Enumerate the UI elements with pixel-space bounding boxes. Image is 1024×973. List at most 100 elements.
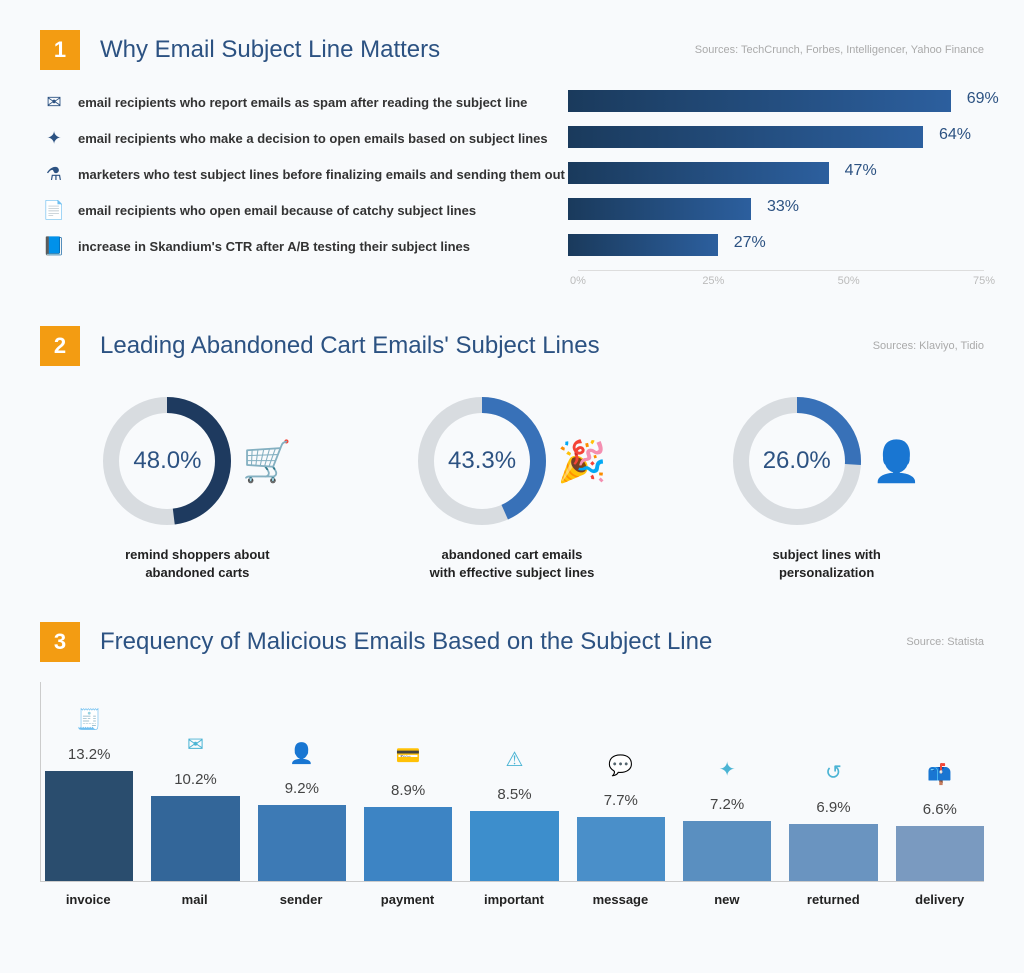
bar-row-icon: ✦ [40, 128, 68, 149]
bar-row: ⚗marketers who test subject lines before… [40, 162, 984, 186]
vbar-value: 6.6% [923, 801, 957, 818]
donut-side-icon: 👤 [872, 438, 922, 485]
bar-row-label: email recipients who open email because … [68, 203, 568, 218]
donut-label: subject lines withpersonalization [687, 546, 967, 582]
vbar-label: invoice [44, 892, 132, 907]
section-3-sources: Source: Statista [906, 636, 984, 648]
bar-track: 64% [568, 126, 984, 150]
bar-fill: 64% [568, 126, 923, 148]
donut-item: 48.0% 🛒 remind shoppers aboutabandoned car… [57, 396, 337, 582]
donut-side-icon: 🎉 [557, 438, 607, 485]
section-2-number: 2 [40, 326, 80, 366]
axis-tick: 0% [570, 275, 586, 287]
section-1: 1 Why Email Subject Line Matters Sources… [40, 30, 984, 290]
bar-row-label: email recipients who report emails as sp… [68, 95, 568, 110]
section-3: 3 Frequency of Malicious Emails Based on… [40, 622, 984, 907]
vbar-icon: 💳 [396, 743, 421, 768]
bar-value: 27% [734, 234, 766, 252]
bar-row-label: increase in Skandium's CTR after A/B tes… [68, 239, 568, 254]
vbar-column: 🧾 13.2% [45, 707, 133, 881]
vbar-value: 13.2% [68, 746, 111, 763]
vbar-label: message [576, 892, 664, 907]
horizontal-bar-axis: 0%25%50%75% [578, 270, 984, 290]
vbar-icon: ✦ [719, 757, 736, 782]
vertical-bar-labels: invoicemailsenderpaymentimportantmessage… [40, 892, 984, 907]
vbar-value: 8.9% [391, 782, 425, 799]
vbar-fill [258, 805, 346, 882]
donut-chart: 43.3% [417, 396, 547, 526]
bar-fill: 33% [568, 198, 751, 220]
vbar-fill [151, 796, 239, 881]
vbar-value: 10.2% [174, 771, 217, 788]
vbar-label: delivery [896, 892, 984, 907]
section-3-title: Frequency of Malicious Emails Based on t… [100, 628, 712, 656]
bar-value: 64% [939, 126, 971, 144]
vbar-fill [45, 771, 133, 881]
vbar-label: sender [257, 892, 345, 907]
vbar-value: 7.7% [604, 792, 638, 809]
vbar-value: 8.5% [497, 786, 531, 803]
bar-row-icon: 📘 [40, 236, 68, 257]
bar-track: 69% [568, 90, 984, 114]
vbar-fill [470, 811, 558, 882]
vbar-value: 9.2% [285, 780, 319, 797]
bar-row-icon: 📄 [40, 200, 68, 221]
vbar-label: returned [789, 892, 877, 907]
vbar-column: 💳 8.9% [364, 743, 452, 881]
donut-item: 43.3%🎉 abandoned cart emailswith effectiv… [372, 396, 652, 582]
vbar-icon: ✉ [187, 732, 204, 757]
vbar-label: new [683, 892, 771, 907]
section-2: 2 Leading Abandoned Cart Emails' Subject… [40, 326, 984, 582]
bar-fill: 47% [568, 162, 829, 184]
section-2-header: 2 Leading Abandoned Cart Emails' Subject… [40, 326, 984, 366]
vbar-label: payment [363, 892, 451, 907]
bar-row: ✉email recipients who report emails as s… [40, 90, 984, 114]
vbar-icon: ↺ [825, 760, 842, 785]
vbar-column: ✉ 10.2% [151, 732, 239, 881]
section-1-header: 1 Why Email Subject Line Matters Sources… [40, 30, 984, 70]
vbar-fill [683, 821, 771, 881]
vbar-icon: 📫 [927, 762, 952, 787]
bar-row-label: email recipients who make a decision to … [68, 131, 568, 146]
bar-row-icon: ✉ [40, 92, 68, 113]
bar-track: 33% [568, 198, 984, 222]
vbar-label: important [470, 892, 558, 907]
vbar-column: 📫 6.6% [896, 762, 984, 881]
vbar-icon: 💬 [608, 753, 633, 778]
bar-fill: 69% [568, 90, 951, 112]
section-2-sources: Sources: Klaviyo, Tidio [873, 340, 984, 352]
bar-value: 69% [967, 90, 999, 108]
section-3-header: 3 Frequency of Malicious Emails Based on… [40, 622, 984, 662]
section-2-title: Leading Abandoned Cart Emails' Subject L… [100, 332, 600, 360]
vbar-value: 7.2% [710, 796, 744, 813]
bar-track: 47% [568, 162, 984, 186]
donut-value: 48.0% [133, 447, 201, 475]
donut-label: remind shoppers aboutabandoned carts [57, 546, 337, 582]
vbar-icon: 🧾 [77, 707, 102, 732]
bar-value: 33% [767, 198, 799, 216]
vbar-column: 💬 7.7% [577, 753, 665, 881]
bar-row: ✦email recipients who make a decision to… [40, 126, 984, 150]
bar-value: 47% [845, 162, 877, 180]
vbar-fill [789, 824, 877, 882]
vbar-column: ⚠ 8.5% [470, 747, 558, 882]
vbar-column: ✦ 7.2% [683, 757, 771, 881]
bar-row-label: marketers who test subject lines before … [68, 167, 568, 182]
vertical-bar-chart: 🧾13.2%✉10.2%👤9.2%💳8.9%⚠8.5%💬7.7%✦7.2%↺6.… [40, 682, 984, 882]
donut-side-icon: 🛒 [242, 438, 292, 485]
bar-row: 📄email recipients who open email because… [40, 198, 984, 222]
section-1-number: 1 [40, 30, 80, 70]
axis-tick: 50% [838, 275, 860, 287]
vbar-fill [364, 807, 452, 881]
vbar-column: 👤 9.2% [258, 741, 346, 882]
vbar-icon: 👤 [289, 741, 314, 766]
donut-chart: 26.0% [732, 396, 862, 526]
section-1-sources: Sources: TechCrunch, Forbes, Intelligenc… [695, 44, 984, 56]
axis-tick: 75% [973, 275, 995, 287]
donut-value: 26.0% [763, 447, 831, 475]
donut-label: abandoned cart emailswith effective subj… [372, 546, 652, 582]
bar-track: 27% [568, 234, 984, 258]
vbar-icon: ⚠ [506, 747, 524, 772]
vbar-column: ↺6.9% [789, 760, 877, 882]
bar-row-icon: ⚗ [40, 164, 68, 185]
